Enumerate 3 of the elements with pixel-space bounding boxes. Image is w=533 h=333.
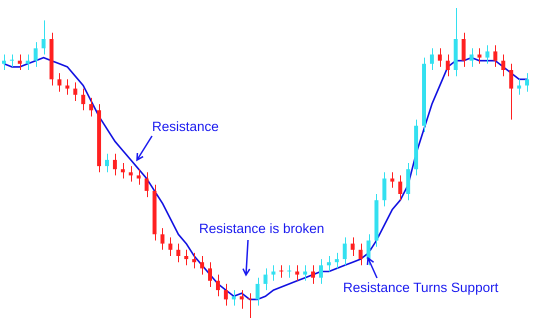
annotation: Resistance is broken xyxy=(199,221,324,236)
annotation: Resistance xyxy=(152,119,219,134)
annotation: Resistance Turns Support xyxy=(343,280,498,295)
